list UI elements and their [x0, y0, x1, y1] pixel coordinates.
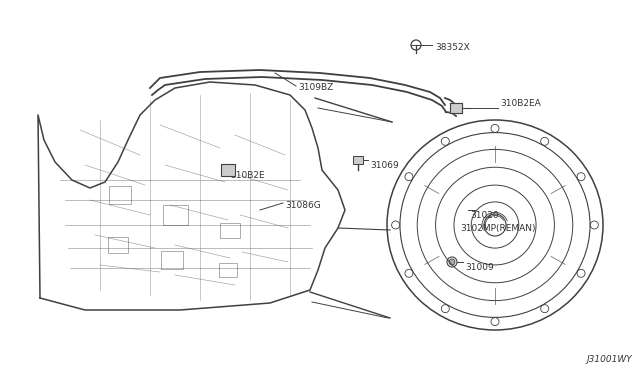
FancyBboxPatch shape	[353, 156, 363, 164]
Text: 38352X: 38352X	[435, 44, 470, 52]
Bar	[219, 263, 237, 277]
Text: 31020: 31020	[470, 211, 499, 219]
Text: 310B2EA: 310B2EA	[500, 99, 541, 108]
Text: J31001WY: J31001WY	[586, 355, 632, 364]
Circle shape	[449, 259, 455, 265]
Text: 3102MP(REMAN): 3102MP(REMAN)	[460, 224, 536, 232]
Text: 31069: 31069	[370, 161, 399, 170]
Text: 310B2E: 310B2E	[230, 170, 264, 180]
Bar	[108, 237, 128, 253]
Bar	[220, 222, 240, 237]
Bar	[163, 205, 188, 225]
Bar	[161, 251, 183, 269]
Bar	[109, 186, 131, 204]
Polygon shape	[450, 103, 462, 113]
Text: 31086G: 31086G	[285, 201, 321, 209]
Text: 3109BZ: 3109BZ	[298, 83, 333, 93]
FancyBboxPatch shape	[221, 164, 235, 176]
Text: 31009: 31009	[465, 263, 493, 273]
